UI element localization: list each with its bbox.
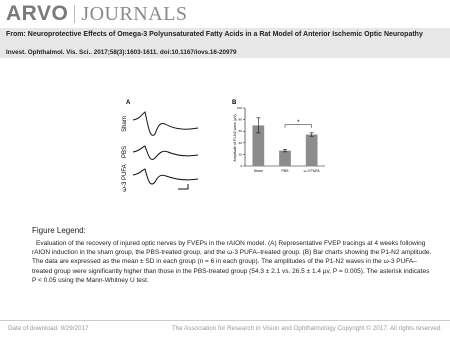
logo-separator [74, 5, 76, 23]
citation-band: From: Neuroprotective Effects of Omega-3… [0, 28, 450, 58]
y-tick-label: 40 [239, 141, 243, 145]
bar [279, 150, 291, 166]
panel-label: A [126, 100, 131, 106]
trace-label: PBS [122, 146, 128, 158]
x-tick-label: Sham [254, 169, 263, 173]
error-bar [256, 117, 261, 134]
bar [252, 125, 265, 166]
y-tick-label: 100 [237, 106, 242, 110]
error-bar [309, 132, 314, 137]
y-tick-label: 80 [239, 118, 243, 122]
scale-bar [178, 184, 189, 190]
y-axis-label: Amplitude of P1-N2 wave (μV) [233, 114, 237, 161]
y-tick-label: 0 [240, 164, 242, 168]
download-date: Date of download: 9/29/2017 [8, 325, 89, 332]
copyright: The Association for Research in Vision a… [171, 325, 442, 332]
logo-text: JOURNALS [81, 2, 188, 25]
article-title: From: Neuroprotective Effects of Omega-3… [6, 31, 423, 38]
y-tick-label: 20 [239, 152, 243, 156]
trace-sham [132, 111, 199, 136]
logo-mark: ARVO [6, 2, 69, 25]
error-bar [283, 149, 287, 153]
article-source: Invest. Ophthalmol. Vis. Sci.. 2017;58(3… [6, 49, 237, 56]
bar [305, 134, 318, 166]
legend-text: Evaluation of the recovery of injured op… [32, 240, 432, 284]
significance-mark: * [297, 120, 300, 126]
legend-heading: Figure Legend: [32, 226, 86, 235]
figure: A Sham PBS ω-3 PUFA B Amplitude of P1-N2… [122, 100, 325, 192]
x-tick-label: PBS [281, 169, 289, 173]
waveforms [132, 111, 199, 190]
trace-omega [132, 168, 199, 185]
trace-label: ω-3 PUFA [122, 164, 128, 191]
logo: ARVO JOURNALS [6, 2, 188, 26]
significance-bracket [284, 124, 312, 128]
panel-label: B [232, 100, 237, 106]
trace-pbs [132, 145, 199, 160]
footer-rule [0, 320, 450, 321]
trace-label: Sham [122, 116, 128, 132]
bar-chart: 0 20 40 60 80 100 Sham PBS ω-3 PUFA * [237, 106, 325, 173]
x-tick-label: ω-3 PUFA [304, 169, 321, 173]
y-tick-label: 60 [239, 129, 243, 133]
